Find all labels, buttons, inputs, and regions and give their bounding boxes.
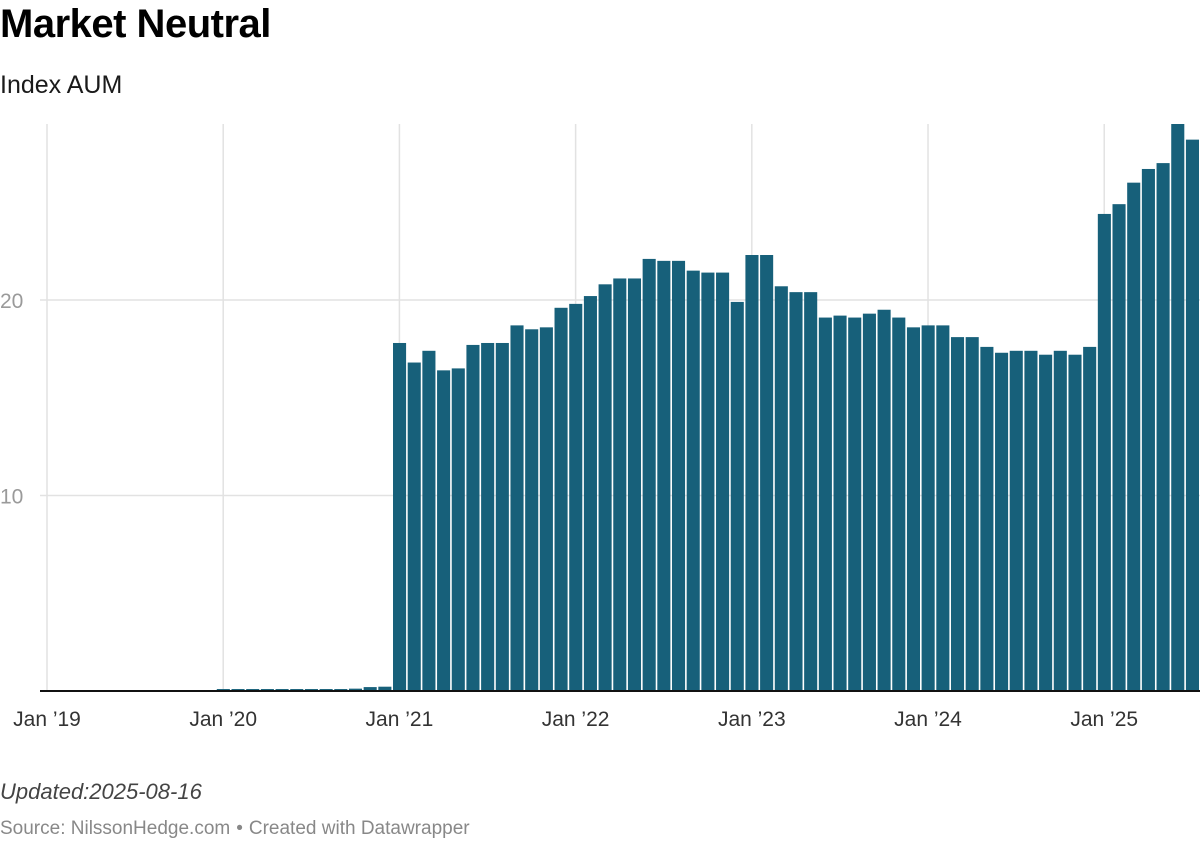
bar [833, 315, 847, 691]
bar [1097, 213, 1111, 691]
bar [495, 342, 509, 691]
x-tick-label: Jan ’23 [718, 708, 786, 731]
bar [1141, 168, 1155, 692]
bar [642, 258, 656, 691]
bar [745, 255, 759, 691]
source-label: Source: NilssonHedge.com [0, 818, 231, 839]
bar [1039, 354, 1053, 691]
bar [451, 368, 465, 691]
bars [40, 124, 1199, 692]
bar [936, 325, 950, 691]
bar [877, 309, 891, 691]
bar [892, 317, 906, 691]
bar [583, 296, 597, 691]
x-tick-label: Jan ’19 [13, 708, 81, 731]
bar [569, 303, 583, 691]
bar [393, 342, 407, 691]
bar [598, 284, 612, 691]
bar [437, 370, 451, 691]
bar [671, 260, 686, 691]
axes: 10 20 Jan ’19 Jan ’20 Jan ’21 Jan ’22 Jan ’23 J… [0, 290, 1200, 731]
bar-chart: 10 20 Jan ’19 Jan ’20 Jan ’21 Jan ’22 Jan ’23 J… [0, 124, 1200, 731]
bar [760, 255, 774, 691]
bar [1068, 354, 1082, 691]
bar [378, 686, 392, 691]
bar [906, 327, 921, 691]
updated-note: Updated:2025-08-16 [0, 779, 202, 804]
bar [525, 329, 539, 691]
bar [686, 270, 700, 691]
bar [921, 325, 935, 691]
bar [422, 350, 436, 691]
bar [950, 337, 965, 691]
y-tick-label: 10 [0, 485, 23, 508]
bar [716, 272, 730, 691]
bar [481, 342, 495, 691]
chart-subtitle: Index AUM [0, 71, 123, 99]
bar [1112, 204, 1126, 691]
bar [627, 278, 642, 691]
bar [848, 317, 862, 691]
x-tick-label: Jan ’20 [189, 708, 257, 731]
bar [1127, 182, 1141, 691]
bar [818, 317, 832, 691]
x-tick-label: Jan ’24 [894, 708, 962, 731]
bar [1156, 163, 1170, 692]
bar [1171, 124, 1185, 691]
bar [862, 313, 876, 691]
bar [730, 301, 744, 691]
bar [789, 292, 803, 691]
x-tick-label: Jan ’22 [542, 708, 610, 731]
bar [701, 272, 715, 691]
bar [1009, 350, 1023, 691]
bar [539, 327, 553, 691]
bar [554, 307, 568, 691]
bar [1083, 346, 1097, 691]
source-note: Source: NilssonHedge.com • Created with Da… [0, 818, 470, 840]
bar [407, 362, 421, 691]
chart-title: Market Neutral [0, 2, 271, 46]
bar [510, 325, 524, 691]
bar [466, 344, 480, 691]
bar [348, 688, 363, 691]
bar [1053, 350, 1067, 691]
source-credit: Created with Datawrapper [248, 818, 470, 839]
bar [804, 292, 818, 691]
bar [1185, 139, 1199, 691]
bar [980, 346, 994, 691]
x-tick-label: Jan ’21 [366, 708, 434, 731]
y-tick-label: 20 [0, 290, 23, 313]
bar [657, 260, 671, 691]
bar [613, 278, 627, 691]
bar [1024, 350, 1038, 691]
source-separator: • [236, 818, 243, 839]
bar [965, 337, 979, 691]
bar [774, 286, 788, 691]
bar [363, 687, 377, 691]
bar [995, 352, 1009, 691]
x-tick-label: Jan ’25 [1070, 708, 1138, 731]
